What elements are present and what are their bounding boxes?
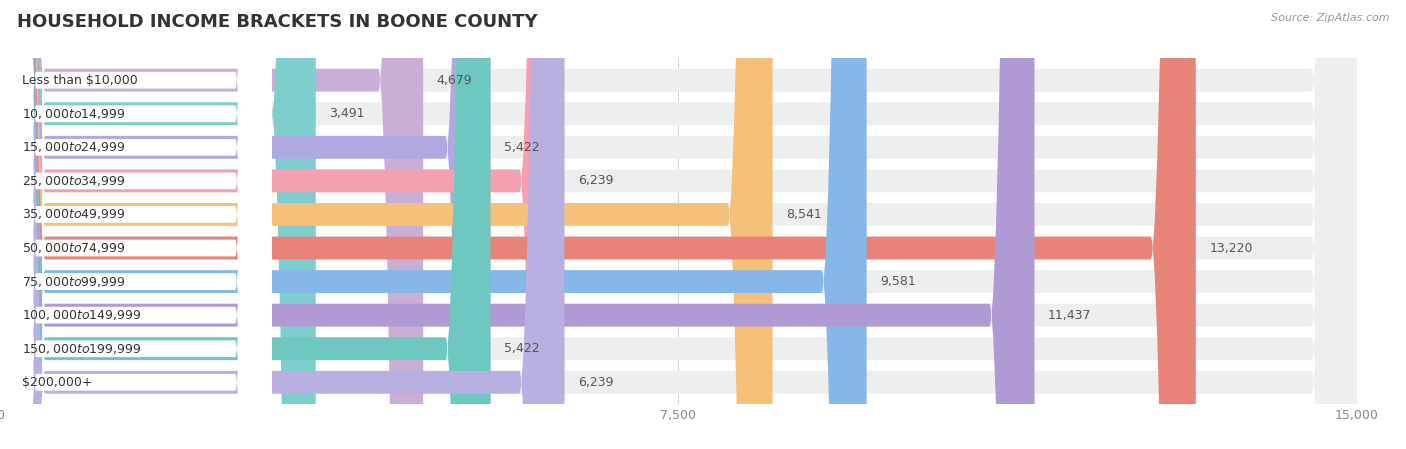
FancyBboxPatch shape <box>0 0 1035 449</box>
FancyBboxPatch shape <box>0 0 1357 449</box>
Text: Source: ZipAtlas.com: Source: ZipAtlas.com <box>1271 13 1389 23</box>
Text: Less than $10,000: Less than $10,000 <box>21 74 138 87</box>
Text: $100,000 to $149,999: $100,000 to $149,999 <box>21 308 141 322</box>
FancyBboxPatch shape <box>0 0 271 449</box>
FancyBboxPatch shape <box>0 0 564 449</box>
Text: 8,541: 8,541 <box>786 208 823 221</box>
FancyBboxPatch shape <box>0 0 1195 449</box>
FancyBboxPatch shape <box>0 0 491 449</box>
FancyBboxPatch shape <box>0 0 316 449</box>
FancyBboxPatch shape <box>0 0 271 449</box>
Text: $15,000 to $24,999: $15,000 to $24,999 <box>21 141 125 154</box>
Text: $150,000 to $199,999: $150,000 to $199,999 <box>21 342 141 356</box>
Text: 5,422: 5,422 <box>503 141 540 154</box>
Text: 4,679: 4,679 <box>437 74 472 87</box>
Text: HOUSEHOLD INCOME BRACKETS IN BOONE COUNTY: HOUSEHOLD INCOME BRACKETS IN BOONE COUNT… <box>17 13 537 31</box>
Text: 9,581: 9,581 <box>880 275 915 288</box>
FancyBboxPatch shape <box>0 0 271 449</box>
FancyBboxPatch shape <box>0 0 1357 449</box>
Text: $50,000 to $74,999: $50,000 to $74,999 <box>21 241 125 255</box>
Text: 6,239: 6,239 <box>578 174 613 187</box>
FancyBboxPatch shape <box>0 0 1357 449</box>
Text: 6,239: 6,239 <box>578 376 613 389</box>
FancyBboxPatch shape <box>0 0 1357 449</box>
FancyBboxPatch shape <box>0 0 1357 449</box>
Text: $75,000 to $99,999: $75,000 to $99,999 <box>21 275 125 289</box>
Text: $10,000 to $14,999: $10,000 to $14,999 <box>21 107 125 121</box>
Text: $35,000 to $49,999: $35,000 to $49,999 <box>21 207 125 221</box>
Text: 11,437: 11,437 <box>1047 308 1091 321</box>
FancyBboxPatch shape <box>0 0 271 449</box>
Text: 13,220: 13,220 <box>1209 242 1253 255</box>
FancyBboxPatch shape <box>0 0 271 449</box>
FancyBboxPatch shape <box>0 0 271 449</box>
Text: $200,000+: $200,000+ <box>21 376 93 389</box>
FancyBboxPatch shape <box>0 0 491 449</box>
Text: 3,491: 3,491 <box>329 107 364 120</box>
FancyBboxPatch shape <box>0 0 271 449</box>
FancyBboxPatch shape <box>0 0 271 449</box>
FancyBboxPatch shape <box>0 0 271 449</box>
FancyBboxPatch shape <box>0 0 1357 449</box>
FancyBboxPatch shape <box>0 0 866 449</box>
FancyBboxPatch shape <box>0 0 1357 449</box>
FancyBboxPatch shape <box>0 0 1357 449</box>
Text: $25,000 to $34,999: $25,000 to $34,999 <box>21 174 125 188</box>
FancyBboxPatch shape <box>0 0 1357 449</box>
FancyBboxPatch shape <box>0 0 564 449</box>
FancyBboxPatch shape <box>0 0 1357 449</box>
FancyBboxPatch shape <box>0 0 271 449</box>
FancyBboxPatch shape <box>0 0 772 449</box>
Text: 5,422: 5,422 <box>503 342 540 355</box>
FancyBboxPatch shape <box>0 0 423 449</box>
